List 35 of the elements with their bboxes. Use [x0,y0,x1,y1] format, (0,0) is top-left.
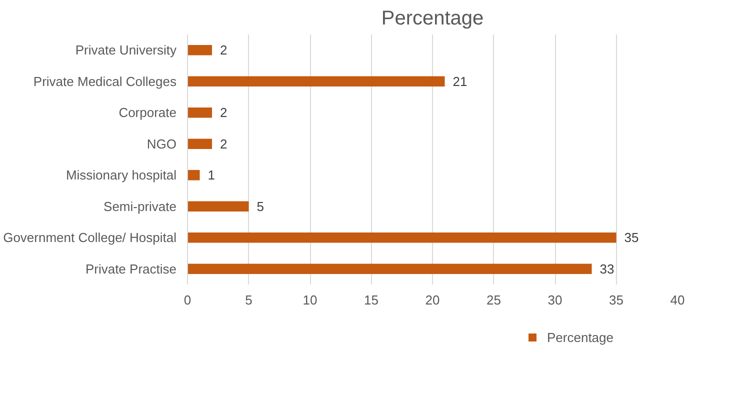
x-tick-label: 10 [302,292,318,308]
y-tick-label: Private University [75,42,177,58]
chart-title: Percentage [381,8,484,30]
x-tick-label: 35 [609,292,624,308]
data-label: 33 [600,261,614,276]
y-tick-label: Private Medical Colleges [33,74,177,89]
bar [188,201,249,212]
bar [188,44,212,56]
x-tick-label: 15 [364,292,378,308]
x-tick-label: 0 [184,292,192,308]
x-tick-label: 25 [486,292,501,308]
data-label: 5 [256,198,264,214]
y-tick-label: Missionary hospital [66,168,177,183]
y-tick-label: NGO [146,136,177,152]
bar [188,138,212,150]
data-label: 2 [220,42,228,58]
bar [188,107,212,118]
bar [188,264,592,274]
x-tick-label: 30 [548,292,562,308]
x-tick-label: 20 [425,292,440,308]
data-label: 2 [220,105,228,120]
data-label: 1 [208,168,215,183]
x-tick-label: 40 [670,292,685,308]
y-tick-label: Private Practise [85,261,177,276]
data-label: 2 [220,136,228,152]
data-label: 35 [624,230,639,246]
y-tick-label: Corporate [118,105,177,120]
bar [188,170,200,180]
y-tick-label: Government College/ Hospital [3,230,177,246]
legend-label: Percentage [547,330,614,344]
bar [188,76,445,87]
data-label: 21 [452,74,468,89]
x-tick-label: 5 [245,292,252,308]
y-tick-label: Semi-private [104,198,176,214]
bar [188,232,616,243]
